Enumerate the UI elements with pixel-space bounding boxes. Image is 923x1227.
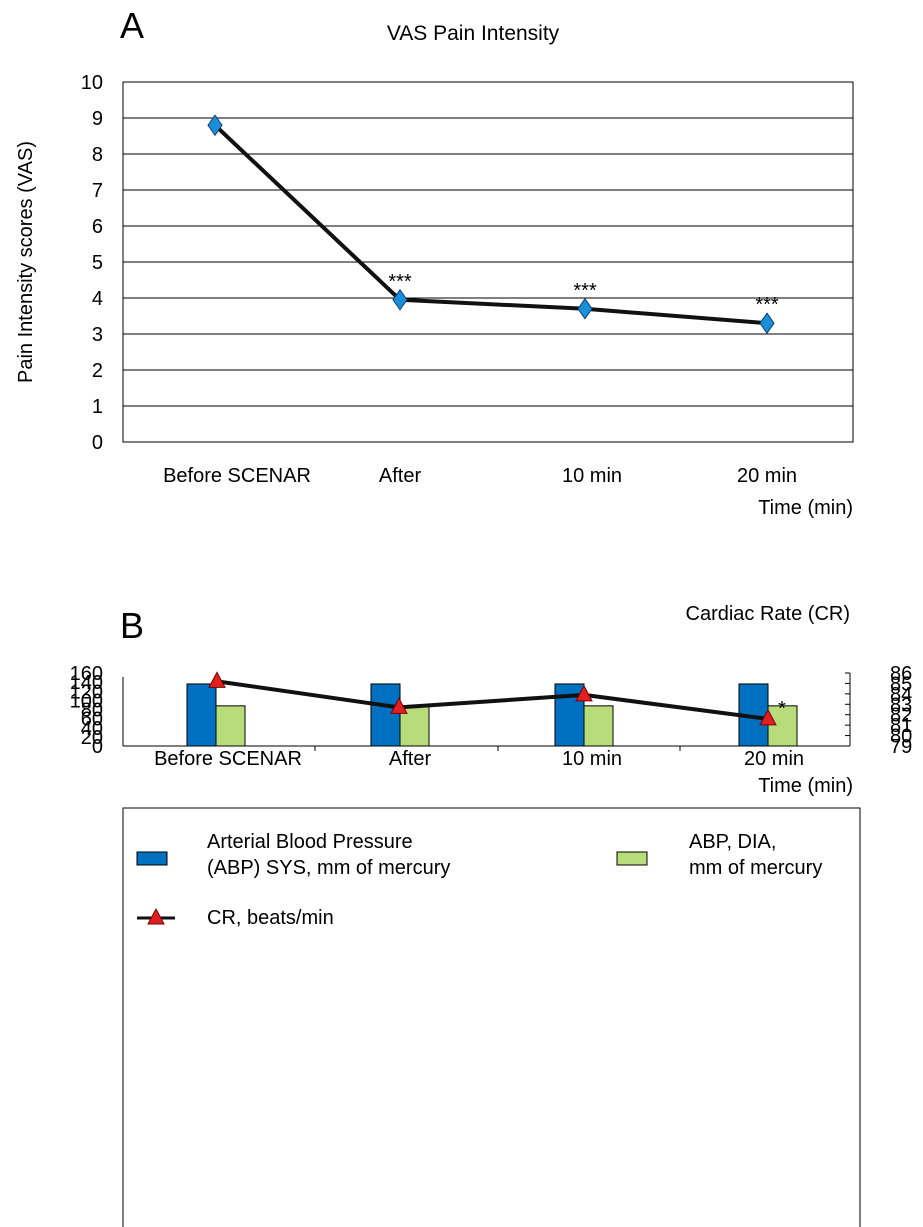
panel-b-y2-tick-label: 85: [890, 673, 912, 695]
legend-label-dia: mm of mercury: [689, 857, 822, 879]
panel-a-data-point-diamond: [759, 312, 775, 335]
legend-frame: [122, 807, 861, 1227]
panel-b-significance-marker: *: [778, 698, 786, 720]
panel-b-x-tick-label: Before SCENAR: [154, 748, 302, 770]
panel-b-cr-triangle-marker: [208, 671, 226, 688]
legend-label-cr: CR, beats/min: [207, 907, 334, 929]
panel-b-y2-tick-label: 83: [890, 694, 912, 716]
panel-a-y-tick-label: 9: [92, 108, 103, 130]
panel-b-y2-tick-label: 84: [890, 684, 912, 706]
panel-b-axes: [123, 672, 851, 751]
panel-a-x-tick-labels: Before SCENAR After 10 min 20 min: [163, 465, 797, 487]
panel-b-y-tick-label: 40: [81, 718, 103, 740]
panel-a-y-tick-label: 3: [92, 324, 103, 346]
panel-a-x-axis-label: Time (min): [758, 497, 853, 519]
panel-a-x-tick-label: 10 min: [562, 465, 622, 487]
panel-b-bar-dia: [215, 705, 246, 747]
panel-a-y-tick-label: 0: [92, 432, 103, 454]
panel-a-y-tick-label: 8: [92, 144, 103, 166]
panel-a-x-tick-label: Before SCENAR: [163, 465, 311, 487]
panel-a-y-tick-label: 1: [92, 396, 103, 418]
panel-a-significance-marker: ***: [573, 280, 597, 302]
panel-b-cr-triangle-marker: [759, 708, 777, 726]
panel-b-cr-triangle-marker: [390, 697, 408, 714]
legend-label-dia: ABP, DIA,: [689, 831, 776, 853]
panel-b-bar-sys: [186, 683, 217, 747]
panel-b-x-axis-label: Time (min): [758, 775, 853, 797]
panel-b-bar-sys: [370, 683, 401, 747]
legend-label-sys: (ABP) SYS, mm of mercury: [207, 857, 450, 879]
panel-b-cr-series: [208, 671, 777, 726]
panel-b-x-tick-labels: Before SCENAR After 10 min 20 min: [154, 748, 804, 770]
panel-b-bar-dia: [767, 705, 798, 747]
panel-a-x-tick-label: After: [379, 465, 422, 487]
panel-a-series: [207, 114, 775, 335]
panel-b-y-tick-label: 100: [70, 690, 103, 712]
panel-b-legend: Arterial Blood Pressure (ABP) SYS, mm of …: [122, 807, 861, 1227]
panel-b-annotations: *: [778, 698, 786, 720]
panel-b-y-tick-label: 80: [81, 700, 103, 722]
panel-b-y2-tick-label: 86: [890, 663, 912, 685]
panel-b-chart: B Cardiac Rate (CR) 02040608010012014016…: [70, 603, 913, 797]
panel-a-y-tick-label: 7: [92, 180, 103, 202]
panel-b-y-tick-label: 20: [81, 727, 103, 749]
panel-a-annotations: *** *** ***: [388, 271, 779, 316]
panel-b-right-axis-title: Cardiac Rate (CR): [686, 603, 850, 625]
panel-b-y-tick-label: 60: [81, 709, 103, 731]
panel-b-y2-tick-label: 82: [890, 705, 912, 727]
panel-b-letter: B: [120, 605, 144, 646]
legend-label-sys: Arterial Blood Pressure: [207, 831, 413, 853]
panel-a-data-point-diamond: [577, 297, 593, 320]
panel-a-x-tick-label: 20 min: [737, 465, 797, 487]
panel-a-plot-frame: [122, 81, 854, 443]
panel-b-x-tick-label: 10 min: [562, 748, 622, 770]
panel-a-y-tick-label: 10: [81, 72, 103, 94]
panel-a-data-point-diamond: [207, 114, 223, 137]
legend-swatch-dia: [616, 851, 648, 866]
panel-b-cr-triangle-marker: [575, 684, 593, 702]
panel-a-y-tick-label: 2: [92, 360, 103, 382]
panel-a-gridlines: [123, 117, 853, 407]
panel-b-y2-tick-label: 79: [890, 736, 912, 758]
panel-b-x-tick-label: 20 min: [744, 748, 804, 770]
panel-a-y-axis-label: Pain Intensity scores (VAS): [15, 141, 37, 383]
panel-a-chart: A VAS Pain Intensity 0 1 2 3 4 5 6 7 8 9 10 Pain I…: [15, 5, 854, 519]
panel-b-bar-dia: [583, 705, 614, 747]
panel-b-y2-tick-label: 80: [890, 726, 912, 748]
panel-a-title: VAS Pain Intensity: [387, 22, 560, 45]
panel-a-significance-marker: ***: [755, 294, 779, 316]
panel-a-y-tick-label: 4: [92, 288, 103, 310]
panel-b-y-tick-label: 120: [70, 681, 103, 703]
panel-a-series-line: [213, 123, 768, 326]
panel-a-y-tick-label: 6: [92, 216, 103, 238]
panel-a-y-tick-label: 5: [92, 252, 103, 274]
panel-b-bars: [186, 683, 798, 747]
panel-a-data-point-diamond: [392, 288, 408, 311]
panel-b-y2-tick-label: 81: [890, 715, 912, 737]
panel-b-cr-line: [216, 679, 769, 721]
panel-b-y-tick-label: 0: [92, 736, 103, 758]
panel-b-y-tick-label: 160: [70, 663, 103, 685]
panel-b-x-tick-label: After: [389, 748, 432, 770]
legend-swatch-cr-triangle: [147, 907, 165, 925]
panel-b-y-tick-label: 140: [70, 672, 103, 694]
panel-a-significance-marker: ***: [388, 271, 412, 293]
legend-swatch-sys: [136, 851, 168, 866]
panel-a-letter: A: [120, 5, 144, 46]
panel-a-y-tick-labels: 0 1 2 3 4 5 6 7 8 9 10: [81, 72, 103, 454]
